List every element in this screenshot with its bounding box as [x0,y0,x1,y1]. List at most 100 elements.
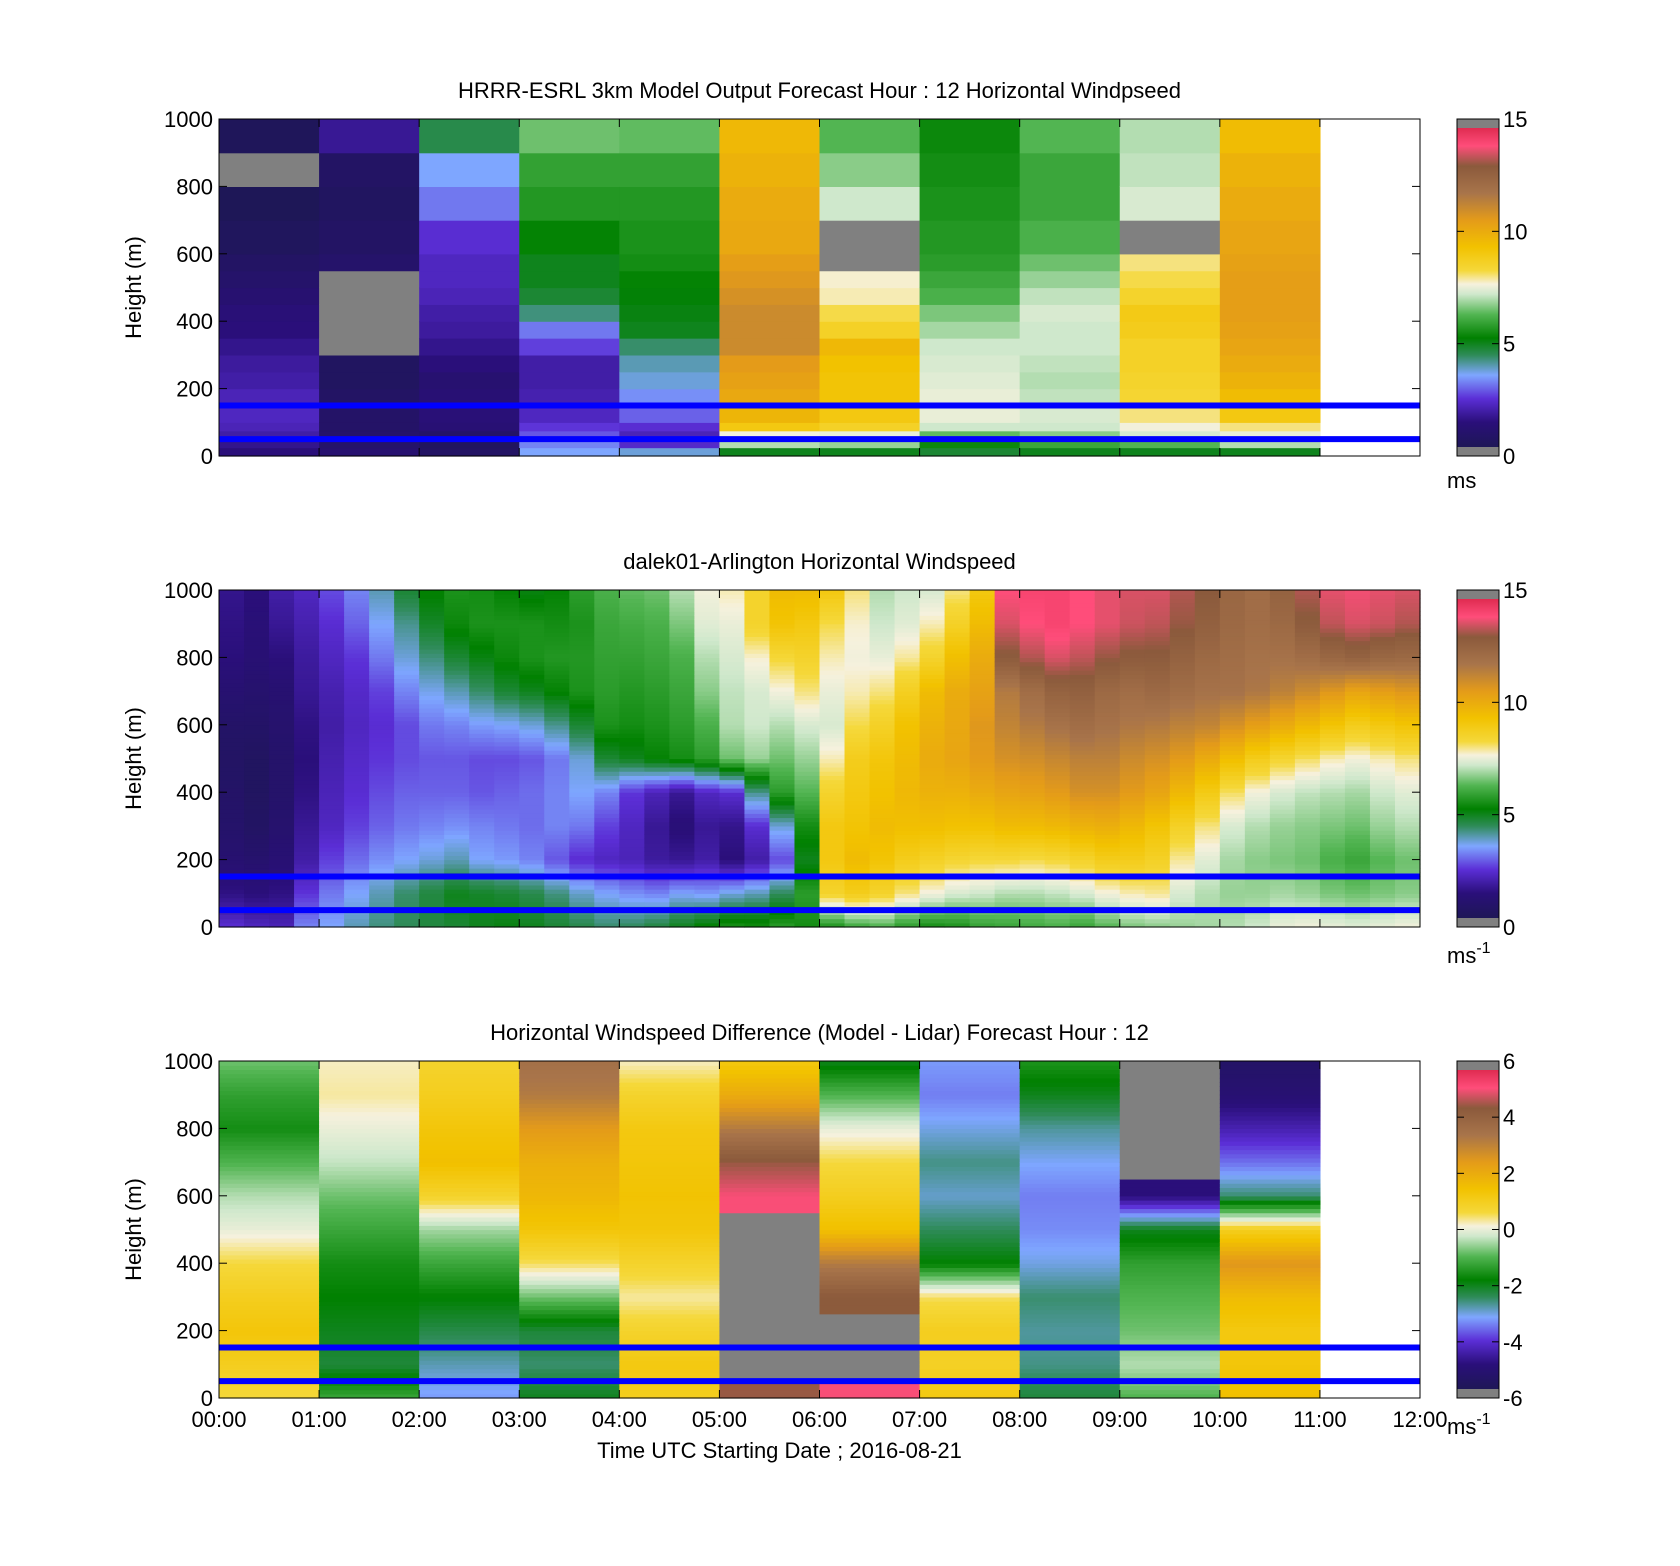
heatmap-cell [769,737,795,742]
heatmap-cell [1145,784,1171,789]
heatmap-cell [569,763,595,768]
heatmap-cell [1270,742,1296,747]
heatmap-cell [1020,338,1121,355]
heatmap-cell [1170,843,1196,848]
heatmap-cell [845,683,871,688]
heatmap-cell [1270,771,1296,776]
heatmap-cell [219,1175,320,1180]
heatmap-cell [820,338,921,355]
heatmap-cell [895,780,921,785]
heatmap-cell [669,914,695,919]
heatmap-cell [519,1267,620,1272]
heatmap-cell [870,767,896,772]
heatmap-cell [394,641,420,646]
heatmap-cell [594,733,620,738]
heatmap-cell [794,809,820,814]
heatmap-cell [344,830,370,835]
heatmap-cell [519,662,545,667]
heatmap-cell [444,704,470,709]
heatmap-cell [744,780,770,785]
heatmap-cell [644,670,670,675]
heatmap-cell [920,1225,1021,1230]
heatmap-cell [970,683,996,688]
heatmap-cell [1345,708,1371,713]
heatmap-cell [1195,704,1221,709]
heatmap-cell [319,1128,420,1133]
heatmap-cell [794,662,820,667]
heatmap-cell [719,712,745,717]
heatmap-cell [1345,674,1371,679]
heatmap-cell [219,847,245,852]
heatmap-cell [1070,750,1096,755]
heatmap-cell [1020,1263,1121,1268]
heatmap-cell [594,603,620,608]
heatmap-cell [970,657,996,662]
heatmap-cell [244,902,270,907]
heatmap-cell [1195,801,1221,806]
heatmap-cell [219,784,245,789]
heatmap-cell [1070,771,1096,776]
heatmap-cell [544,860,570,865]
heatmap-cell [319,1322,420,1327]
heatmap-cell [569,775,595,780]
heatmap-cell [544,847,570,852]
heatmap-cell [1320,771,1346,776]
heatmap-cell [1320,889,1346,894]
heatmap-cell [369,641,395,646]
heatmap-cell [219,851,245,856]
heatmap-cell [1295,830,1321,835]
heatmap-cell [794,737,820,742]
heatmap-cell [1245,826,1271,831]
heatmap-cell [1020,1196,1121,1201]
heatmap-cell [219,801,245,806]
heatmap-cell [1020,372,1121,389]
heatmap-cell [419,1107,520,1112]
heatmap-cell [594,817,620,822]
heatmap-cell [469,662,495,667]
heatmap-cell [219,1074,320,1079]
heatmap-cell [995,805,1021,810]
heatmap-cell [719,1242,820,1247]
heatmap-cell [1020,742,1046,747]
heatmap-cell [244,653,270,658]
heatmap-cell [269,822,295,827]
heatmap-cell [619,1090,720,1095]
heatmap-cell [970,826,996,831]
heatmap-cell [1395,843,1421,848]
heatmap-cell [1270,860,1296,865]
heatmap-cell [1345,737,1371,742]
heatmap-cell [1245,704,1271,709]
heatmap-cell [569,767,595,772]
heatmap-cell [519,1116,620,1121]
heatmap-cell [544,733,570,738]
heatmap-cell [995,628,1021,633]
heatmap-cell [945,919,971,924]
heatmap-cell [870,645,896,650]
heatmap-cell [1220,422,1321,431]
heatmap-cell [519,594,545,599]
heatmap-cell [1045,919,1071,924]
heatmap-cell [344,733,370,738]
heatmap-cell [845,868,871,873]
heatmap-cell [219,1217,320,1222]
heatmap-cell [219,1183,320,1188]
heatmap-cell [719,1124,820,1129]
heatmap-cell [820,1069,921,1074]
heatmap-cell [694,632,720,637]
heatmap-cell [519,860,545,865]
heatmap-cell [794,885,820,890]
heatmap-cell [1220,153,1321,187]
heatmap-cell [419,1082,520,1087]
heatmap-cell [619,1116,720,1121]
heatmap-cell [269,847,295,852]
heatmap-cell [419,1137,520,1142]
heatmap-cell [719,1217,820,1222]
heatmap-cell [569,902,595,907]
heatmap-cell [294,868,320,873]
heatmap-cell [494,615,520,620]
heatmap-cell [494,704,520,709]
heatmap-cell [920,767,946,772]
heatmap-cell [769,767,795,772]
heatmap-cell [544,826,570,831]
heatmap-cell [719,1310,820,1315]
